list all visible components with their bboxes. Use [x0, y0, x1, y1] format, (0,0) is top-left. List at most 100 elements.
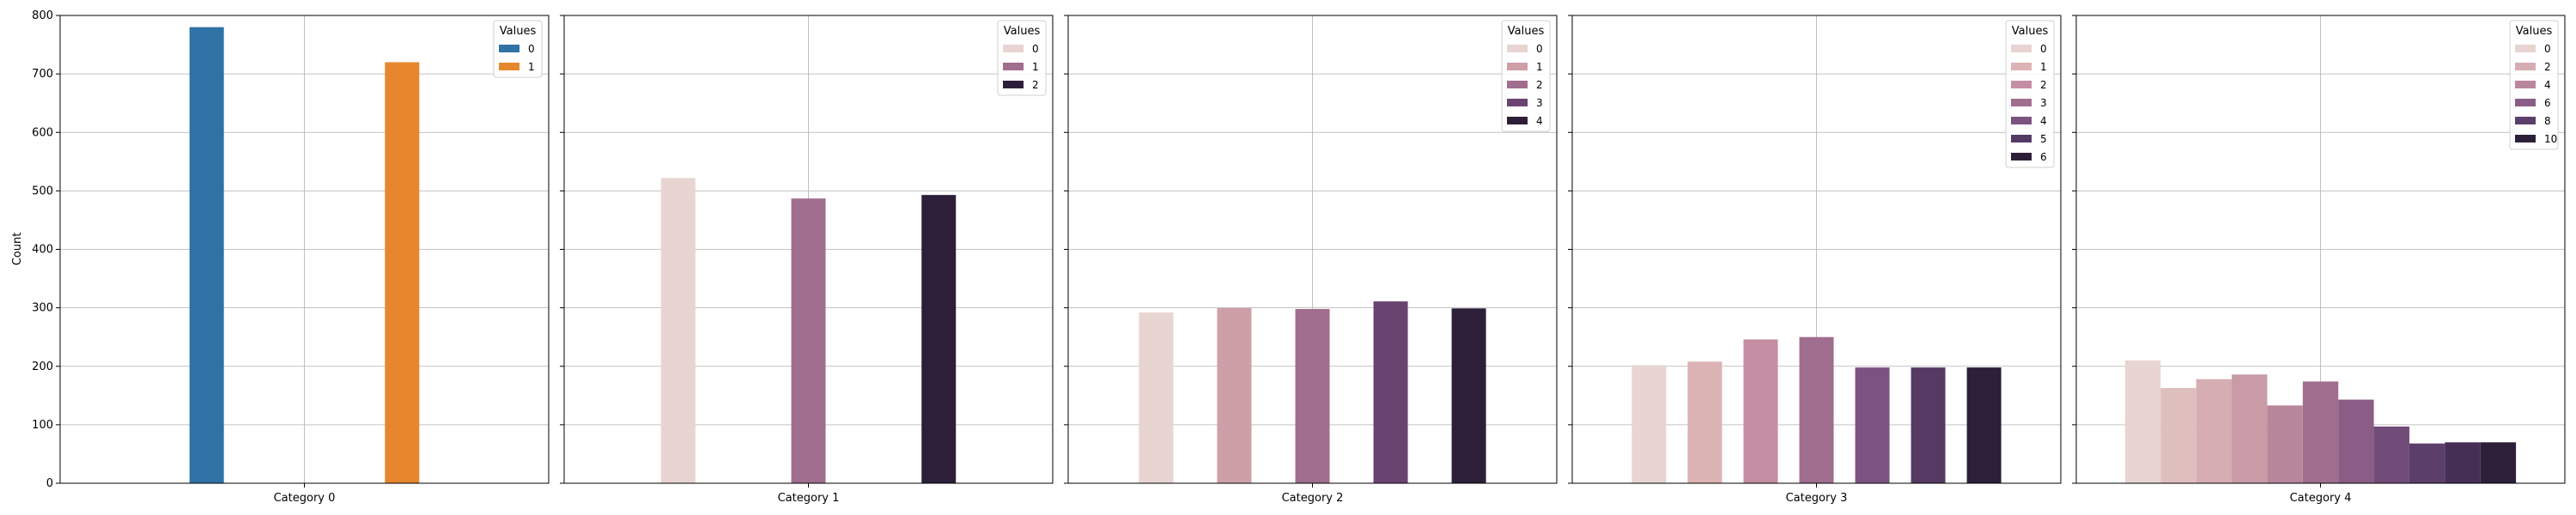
legend-title: Values [500, 25, 537, 38]
panel-2: Category 2 Values 0 1 2 3 4 [1064, 15, 1558, 505]
bar [1295, 308, 1330, 483]
bar [1139, 312, 1174, 483]
legend-entry-label: 0 [2040, 43, 2047, 55]
legend-swatch [2515, 99, 2536, 106]
panel-1: Category 1 Values 0 1 2 [560, 15, 1054, 505]
legend-title: Values [2516, 25, 2553, 38]
legend-entry-label: 4 [2040, 115, 2047, 127]
x-tick-label: Category 2 [1282, 492, 1344, 505]
legend-swatch [2515, 117, 2536, 124]
legend-entry-label: 2 [1032, 79, 1039, 91]
x-tick-label: Category 1 [778, 492, 840, 505]
legend-swatch [2515, 45, 2536, 52]
legend-title: Values [2012, 25, 2049, 38]
legend-swatch [1003, 63, 1024, 70]
legend-entry-label: 6 [2040, 151, 2047, 163]
bar [1451, 308, 1486, 483]
bar [2232, 374, 2268, 483]
legend-entry-label: 6 [2544, 97, 2551, 109]
legend-entry-label: 0 [1032, 43, 1039, 55]
bar [1966, 367, 2002, 483]
legend-entry-label: 2 [1536, 79, 1543, 91]
bar [1631, 365, 1667, 483]
y-tick-label: 100 [32, 419, 53, 432]
panel-3: Category 3 Values 0 1 2 3 4 5 6 [1568, 15, 2062, 505]
legend-swatch [2515, 81, 2536, 88]
legend-entry-label: 2 [2544, 61, 2551, 73]
legend-swatch [2515, 63, 2536, 70]
bar [2302, 381, 2339, 483]
legend-entry-label: 0 [1536, 43, 1543, 55]
legend-swatch [2011, 153, 2032, 161]
bar [791, 198, 826, 483]
bar [2480, 442, 2517, 483]
legend-box [997, 20, 1047, 96]
y-axis-label: Count [11, 233, 24, 266]
legend-swatch [1507, 45, 1528, 52]
bar [2267, 405, 2303, 483]
legend-swatch [499, 45, 519, 52]
y-tick-label: 700 [32, 68, 53, 81]
legend-entry-label: 4 [2544, 79, 2551, 91]
y-tick-label: 300 [32, 302, 53, 315]
legend-entry-label: 1 [2040, 61, 2047, 73]
legend-swatch [1507, 99, 1528, 106]
x-tick-label: Category 0 [274, 492, 336, 505]
bar [189, 27, 224, 483]
legend-swatch [2011, 45, 2032, 52]
bar [2409, 443, 2445, 483]
legend-entry-label: 10 [2544, 133, 2557, 145]
bar [1911, 367, 1946, 483]
legend-entry-label: 0 [528, 43, 535, 55]
legend-entry-label: 8 [2544, 115, 2551, 127]
legend-entry-label: 3 [1536, 97, 1543, 109]
legend-swatch [1507, 117, 1528, 124]
legend-box [2005, 20, 2055, 168]
bar [1855, 367, 1890, 483]
legend-entry-label: 2 [2040, 79, 2047, 91]
panel-0: 0 100 200 300 400 500 600 700 800 Category 0 Value… [32, 9, 550, 505]
bar [385, 62, 420, 483]
legend-swatch [1003, 81, 1024, 88]
legend-title: Values [1004, 25, 1041, 38]
legend-title: Values [1508, 25, 1545, 38]
legend-swatch [1507, 63, 1528, 70]
bar [1743, 339, 1778, 483]
legend-swatch [2011, 135, 2032, 142]
legend-entry-label: 4 [1536, 115, 1543, 127]
legend-entry-label: 5 [2040, 133, 2047, 145]
x-tick-label: Category 4 [2290, 492, 2352, 505]
bar [2124, 360, 2161, 483]
legend-swatch [2011, 81, 2032, 88]
y-tick-label: 0 [46, 477, 53, 490]
bar [2160, 387, 2196, 483]
legend-swatch [1003, 45, 1024, 52]
panel-4: Category 4 Values 0 2 4 6 8 10 [2072, 15, 2566, 505]
bar [1217, 307, 1252, 483]
bar [921, 195, 957, 484]
y-tick-label: 200 [32, 360, 53, 373]
bar [2445, 442, 2481, 483]
y-tick-label: 800 [32, 9, 53, 22]
legend-entry-label: 1 [528, 61, 535, 73]
legend-swatch [1507, 81, 1528, 88]
bar [1373, 301, 1408, 483]
bar [1687, 361, 1722, 483]
bar [2196, 379, 2233, 483]
x-tick-label: Category 3 [1786, 492, 1848, 505]
bar [2373, 426, 2409, 483]
legend-swatch [499, 63, 519, 70]
y-tick-label: 600 [32, 126, 53, 139]
bar [660, 178, 696, 483]
legend-swatch [2515, 135, 2536, 142]
legend-swatch [2011, 99, 2032, 106]
legend-swatch [2011, 117, 2032, 124]
y-tick-label: 500 [32, 185, 53, 197]
bar [1799, 336, 1834, 483]
bar [2338, 399, 2374, 483]
y-tick-label: 400 [32, 244, 53, 257]
legend-entry-label: 0 [2544, 43, 2551, 55]
legend-entry-label: 3 [2040, 97, 2047, 109]
